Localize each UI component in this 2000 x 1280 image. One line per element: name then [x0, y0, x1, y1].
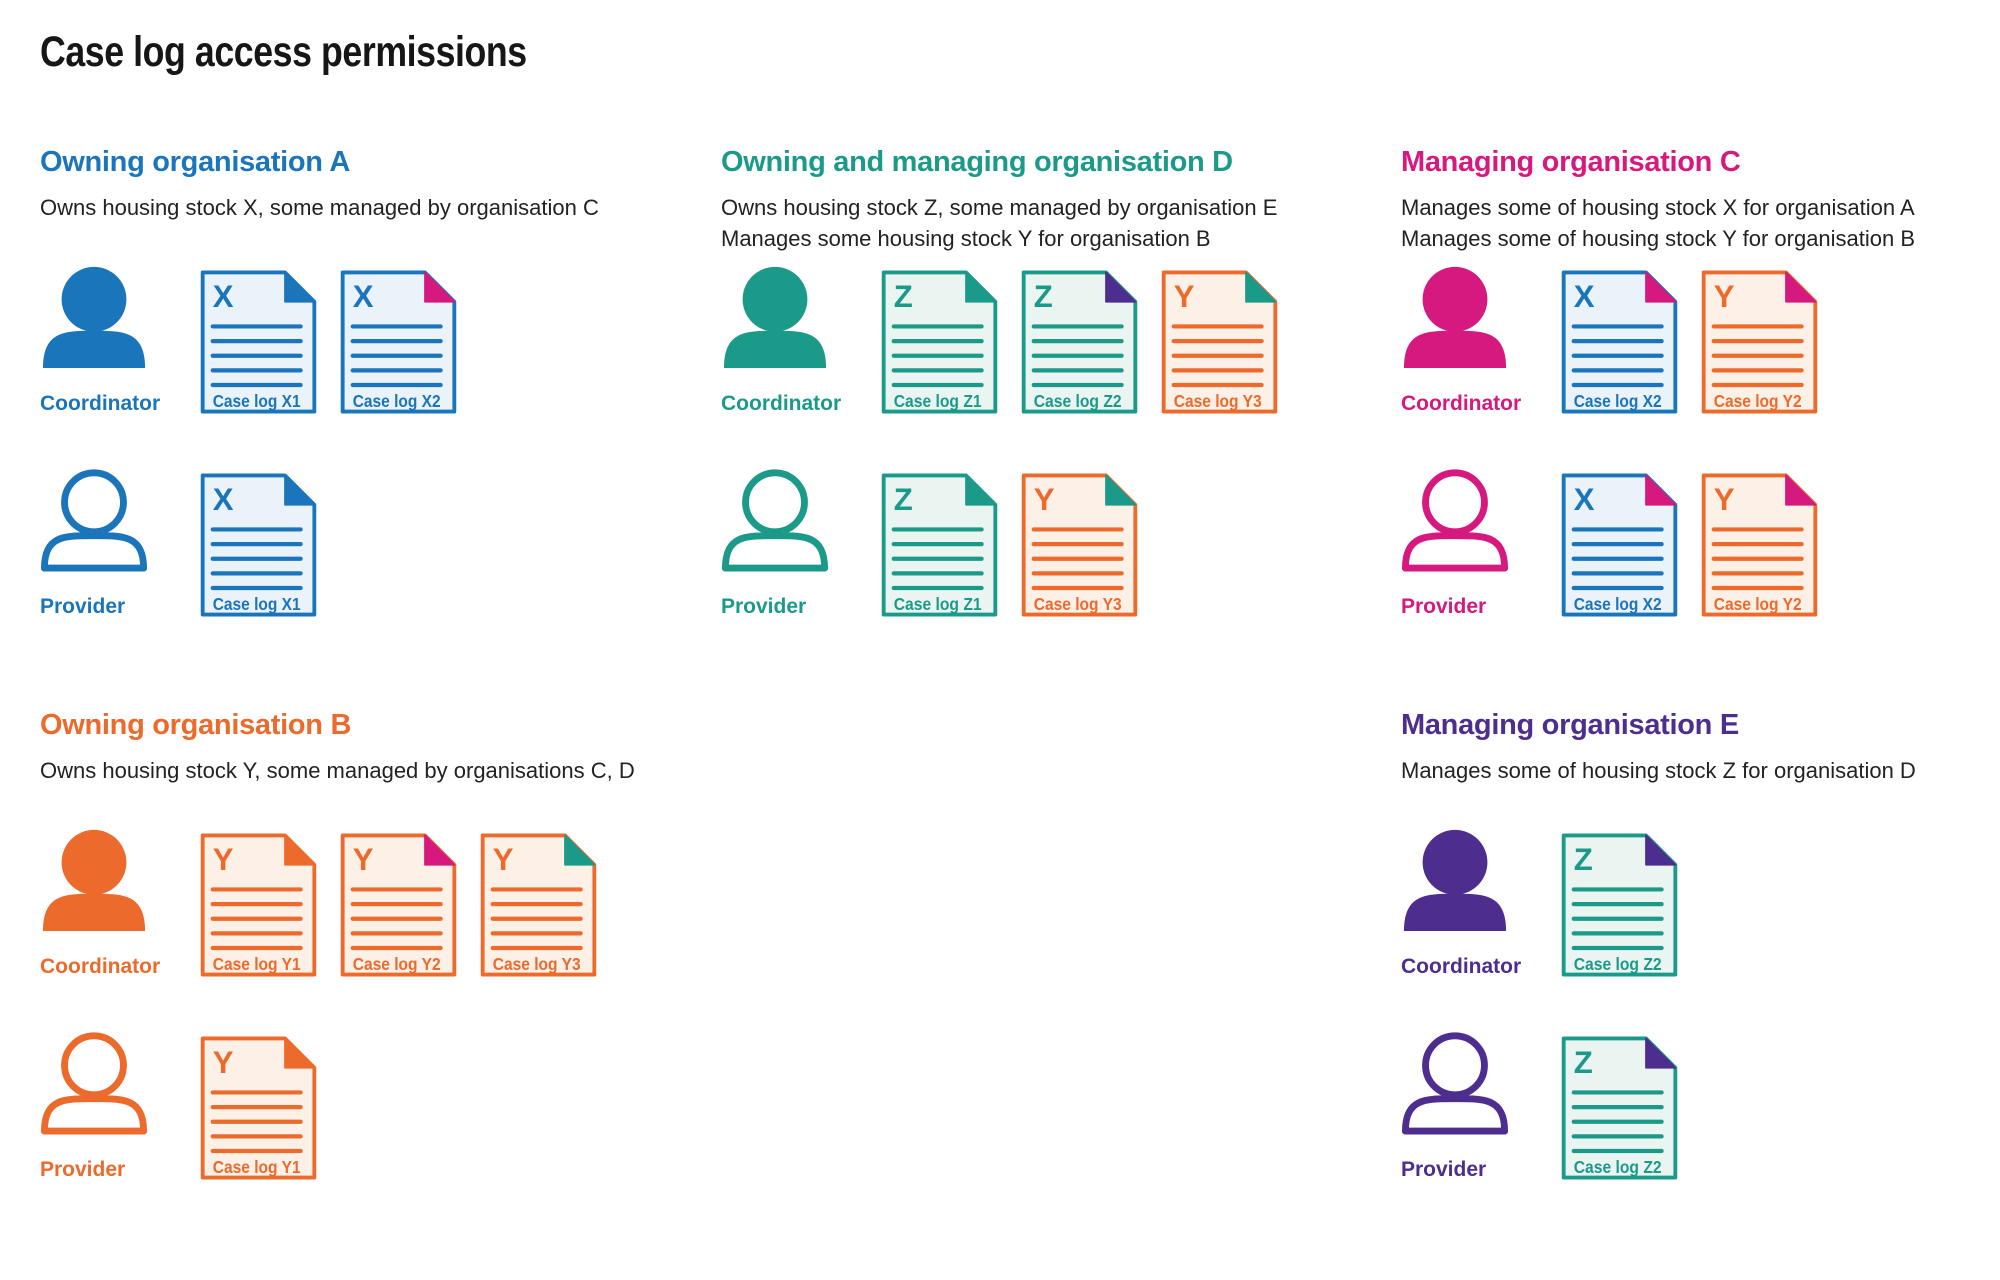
svg-text:Y: Y — [1034, 482, 1055, 517]
svg-text:Case log Y3: Case log Y3 — [1034, 594, 1122, 614]
svg-text:X: X — [213, 482, 234, 517]
svg-text:Y: Y — [213, 1045, 234, 1080]
svg-text:Y: Y — [1714, 279, 1735, 314]
svg-text:Case log Y1: Case log Y1 — [213, 954, 301, 974]
svg-text:Z: Z — [894, 482, 913, 517]
svg-text:Case log Z1: Case log Z1 — [894, 391, 982, 411]
svg-text:Case log X2: Case log X2 — [353, 391, 441, 411]
svg-text:X: X — [1574, 279, 1595, 314]
svg-text:Case log Z2: Case log Z2 — [1034, 391, 1122, 411]
svg-text:Y: Y — [1174, 279, 1195, 314]
svg-text:Case log X1: Case log X1 — [213, 594, 301, 614]
svg-text:Case log Y2: Case log Y2 — [1714, 391, 1802, 411]
svg-text:X: X — [213, 279, 234, 314]
svg-text:X: X — [353, 279, 374, 314]
svg-text:Case log X2: Case log X2 — [1574, 594, 1662, 614]
svg-text:Y: Y — [1714, 482, 1735, 517]
svg-text:Case log Y2: Case log Y2 — [1714, 594, 1802, 614]
svg-text:Case log X2: Case log X2 — [1574, 391, 1662, 411]
svg-text:Y: Y — [213, 842, 234, 877]
svg-text:Case log Y1: Case log Y1 — [213, 1157, 301, 1177]
svg-text:Z: Z — [894, 279, 913, 314]
svg-text:Case log Y3: Case log Y3 — [493, 954, 581, 974]
svg-text:Case log Y3: Case log Y3 — [1174, 391, 1262, 411]
svg-text:Case log Y2: Case log Y2 — [353, 954, 441, 974]
svg-text:Y: Y — [353, 842, 374, 877]
svg-text:Y: Y — [493, 842, 514, 877]
svg-text:Case log Z1: Case log Z1 — [894, 594, 982, 614]
svg-text:Z: Z — [1574, 842, 1593, 877]
svg-text:X: X — [1574, 482, 1595, 517]
svg-text:Z: Z — [1034, 279, 1053, 314]
svg-text:Case log Z2: Case log Z2 — [1574, 954, 1662, 974]
svg-text:Case log Z2: Case log Z2 — [1574, 1157, 1662, 1177]
svg-text:Case log X1: Case log X1 — [213, 391, 301, 411]
svg-text:Z: Z — [1574, 1045, 1593, 1080]
